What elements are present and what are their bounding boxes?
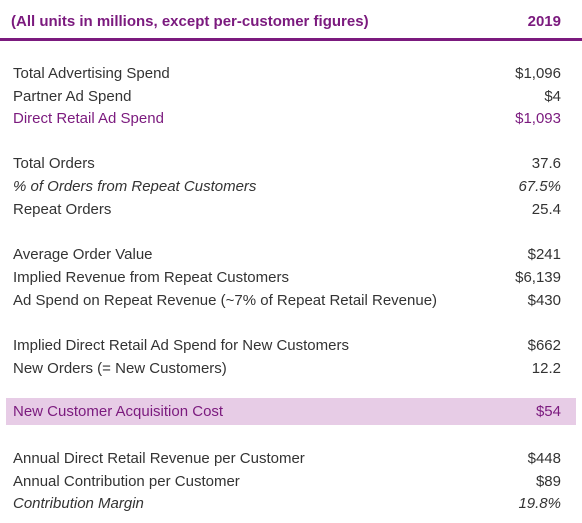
row-value: $448 [527,450,561,467]
row-value: 12.2 [531,360,561,377]
row-annual-retail-revenue-per-customer: Annual Direct Retail Revenue per Custome… [0,447,582,469]
row-repeat-orders: Repeat Orders 25.4 [0,198,582,220]
row-label: Annual Direct Retail Revenue per Custome… [13,450,305,467]
row-new-customer-acquisition-cost: New Customer Acquisition Cost $54 [6,398,576,425]
row-value: $662 [527,337,561,354]
row-label: Ad Spend on Repeat Revenue (~7% of Repea… [13,292,438,309]
row-label: Contribution Margin [13,495,144,512]
row-label: New Orders (= New Customers) [13,360,227,377]
row-implied-repeat-revenue: Implied Revenue from Repeat Customers $6… [0,266,582,288]
row-label: Total Advertising Spend [13,65,170,82]
row-label: Implied Revenue from Repeat Customers [13,269,289,286]
row-value: $4 [544,88,561,105]
row-label: Implied Direct Retail Ad Spend for New C… [13,337,349,354]
row-value: $1,093 [515,110,561,127]
row-total-orders: Total Orders 37.6 [0,152,582,174]
row-repeat-customer-share: % of Orders from Repeat Customers 67.5% [0,175,582,197]
row-value: $89 [535,473,561,490]
row-value: 67.5% [518,178,561,195]
row-value: $241 [527,246,561,263]
row-ad-spend-repeat-revenue: Ad Spend on Repeat Revenue (~7% of Repea… [0,289,582,311]
row-label: Average Order Value [13,246,153,263]
row-direct-retail-ad-spend: Direct Retail Ad Spend $1,093 [0,107,582,129]
row-label: Annual Contribution per Customer [13,473,240,490]
row-label: Partner Ad Spend [13,88,132,105]
row-value: $1,096 [515,65,561,82]
row-value: $6,139 [515,269,561,286]
row-label: New Customer Acquisition Cost [13,403,224,420]
row-value: $54 [535,403,561,420]
row-total-advertising-spend: Total Advertising Spend $1,096 [0,62,582,84]
row-value: 25.4 [531,201,561,218]
row-partner-ad-spend: Partner Ad Spend $4 [0,85,582,107]
year-column-header: 2019 [527,13,561,30]
row-value: $430 [527,292,561,309]
row-label: Direct Retail Ad Spend [13,110,164,127]
row-value: 19.8% [518,495,561,512]
row-label: Total Orders [13,155,95,172]
row-average-order-value: Average Order Value $241 [0,243,582,265]
row-contribution-margin: Contribution Margin 19.8% [0,492,582,514]
row-label: Repeat Orders [13,201,112,218]
row-new-orders: New Orders (= New Customers) 12.2 [0,357,582,379]
units-label: (All units in millions, except per-custo… [11,13,369,30]
row-value: 37.6 [531,155,561,172]
row-annual-contribution-per-customer: Annual Contribution per Customer $89 [0,470,582,492]
row-implied-new-customer-ad-spend: Implied Direct Retail Ad Spend for New C… [0,334,582,356]
row-label: % of Orders from Repeat Customers [13,178,257,195]
table-header: (All units in millions, except per-custo… [0,0,582,41]
